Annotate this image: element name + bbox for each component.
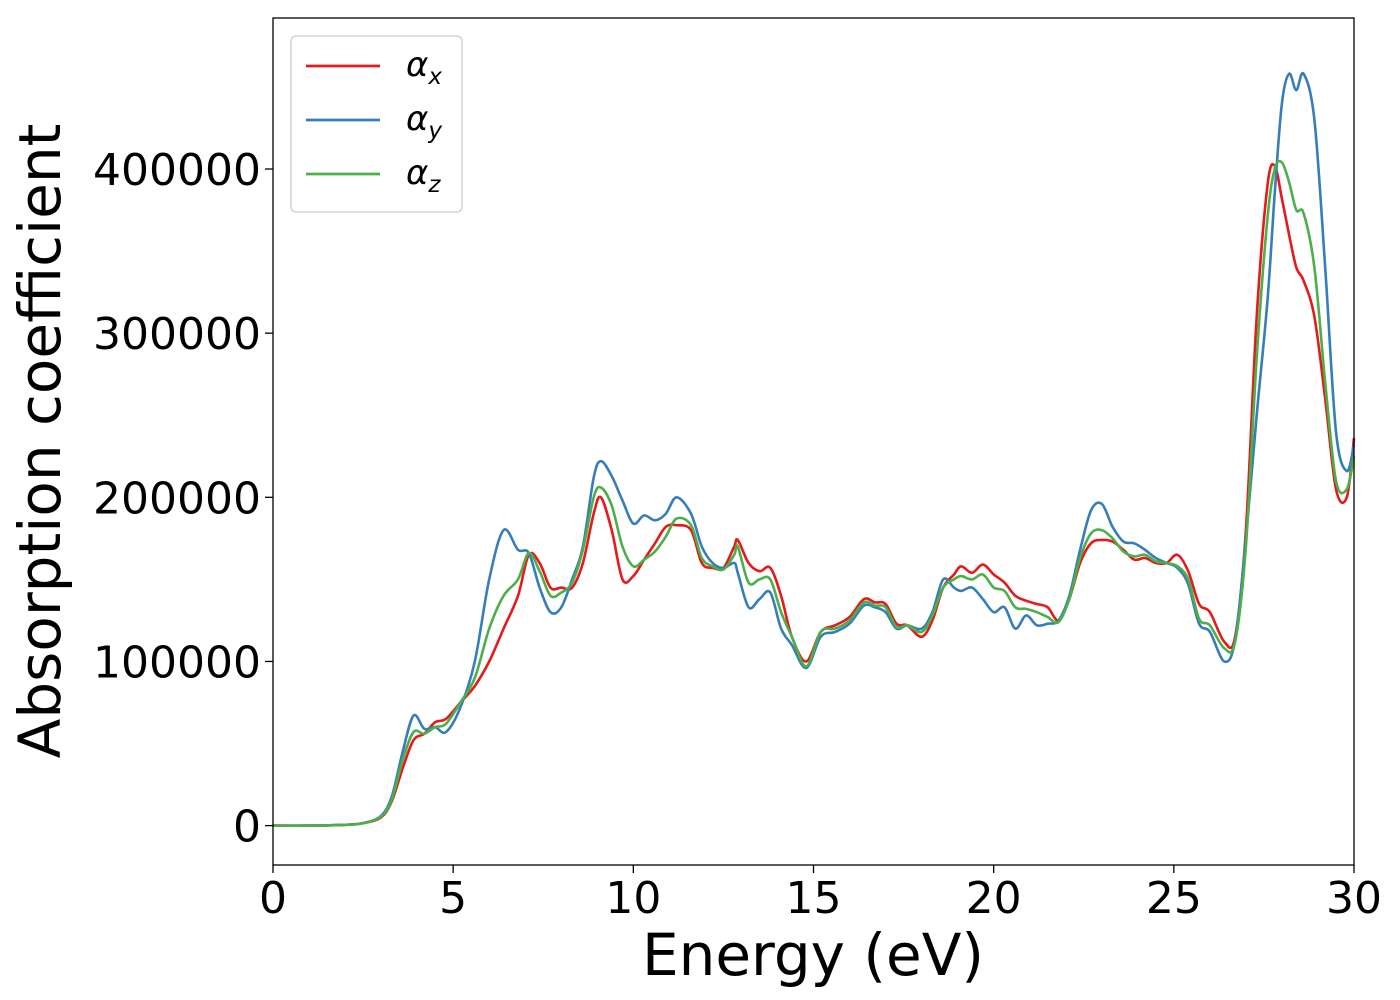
legend-entries: αx αy αz <box>306 45 442 198</box>
y-axis-ticks: 0 100000 200000 300000 400000 <box>93 145 273 853</box>
x-axis-ticks: 0 5 10 15 20 25 30 <box>259 865 1382 924</box>
y-tick-label: 200000 <box>93 473 261 524</box>
series-line-alpha-z <box>272 159 1356 827</box>
legend-label-alpha-z: αz <box>406 153 441 198</box>
y-axis-label: Absorption coefficient <box>6 124 74 759</box>
x-tick-label: 25 <box>1146 873 1202 924</box>
legend-label-alpha-x: αx <box>406 45 442 90</box>
y-tick-label: 100000 <box>93 637 261 688</box>
series-line-alpha-y <box>272 71 1356 827</box>
x-tick-label: 30 <box>1326 873 1382 924</box>
legend: αx αy αz <box>290 35 463 213</box>
legend-box <box>290 35 463 213</box>
y-tick-label: 400000 <box>93 145 261 196</box>
y-tick-label: 0 <box>233 802 261 853</box>
series-line-alpha-x <box>272 163 1356 827</box>
x-tick-label: 20 <box>966 873 1022 924</box>
x-tick-label: 0 <box>259 873 287 924</box>
x-tick-label: 15 <box>786 873 842 924</box>
legend-label-alpha-y: αy <box>406 99 442 144</box>
x-axis-label: Energy (eV) <box>642 921 984 989</box>
x-tick-label: 5 <box>439 873 467 924</box>
series-layer <box>272 71 1356 827</box>
y-tick-label: 300000 <box>93 309 261 360</box>
x-tick-label: 10 <box>605 873 661 924</box>
